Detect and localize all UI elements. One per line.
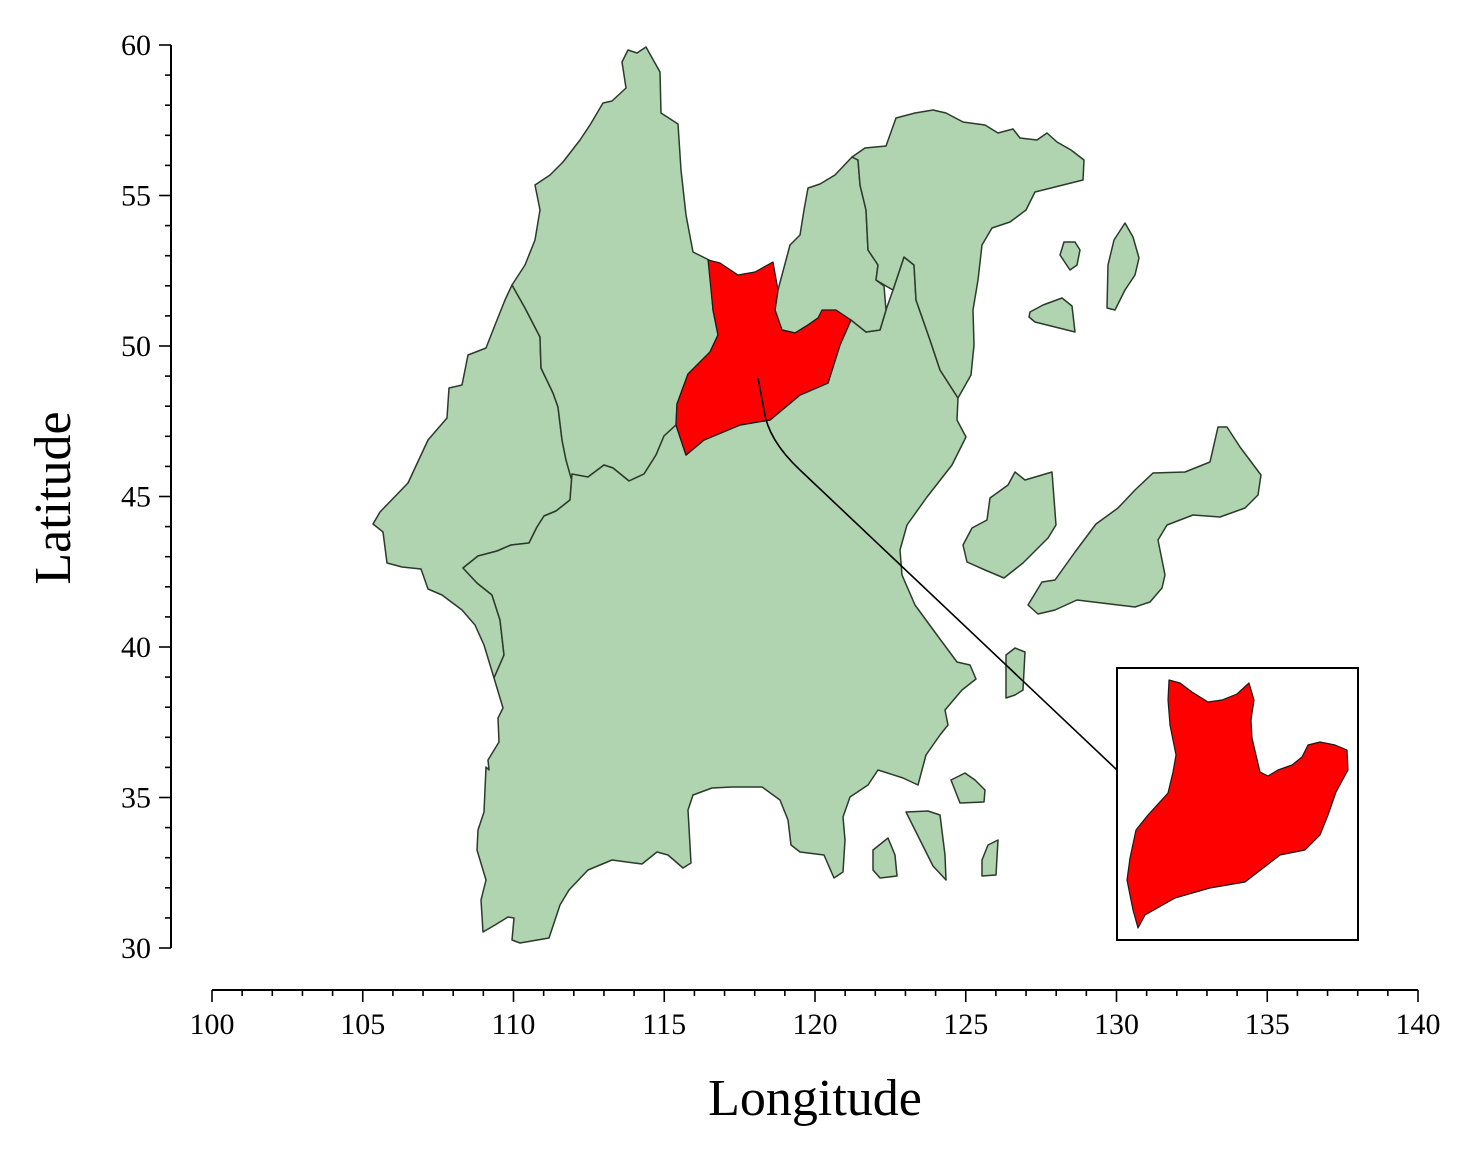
island — [1027, 426, 1262, 615]
x-tick-label: 110 — [492, 1008, 536, 1041]
y-tick-label: 55 — [121, 180, 151, 213]
island — [962, 471, 1057, 579]
island — [1106, 222, 1140, 311]
x-tick-label: 125 — [943, 1008, 988, 1041]
highlighted-region — [675, 259, 852, 456]
x-tick-label: 130 — [1094, 1008, 1139, 1041]
y-tick-label: 50 — [121, 330, 151, 363]
y-ticks: 30 35 40 45 50 55 60 — [121, 29, 171, 965]
inset-highlighted-region — [1126, 679, 1349, 929]
inset-leader-line — [757, 377, 1118, 771]
y-tick-label: 30 — [121, 932, 151, 965]
x-tick-label: 135 — [1245, 1008, 1290, 1041]
x-tick-label: 105 — [340, 1008, 385, 1041]
region-northeast — [851, 109, 1085, 399]
y-axis-title: Latitude — [25, 411, 82, 584]
x-ticks: 100 105 110 115 120 125 130 135 140 — [190, 990, 1441, 1041]
x-axis-title: Longitude — [708, 1070, 922, 1127]
y-tick-label: 60 — [121, 29, 151, 62]
x-tick-label: 140 — [1396, 1008, 1441, 1041]
island — [872, 837, 898, 879]
y-tick-label: 40 — [121, 631, 151, 664]
island — [1059, 241, 1081, 271]
island — [981, 839, 999, 877]
x-tick-label: 115 — [642, 1008, 686, 1041]
map-islands — [872, 222, 1262, 881]
x-axis: 100 105 110 115 120 125 130 135 140 — [190, 989, 1441, 1041]
x-tick-label: 120 — [793, 1008, 838, 1041]
y-axis: 30 35 40 45 50 55 60 — [121, 29, 172, 965]
map-regions — [372, 46, 1085, 944]
x-tick-label: 100 — [190, 1008, 235, 1041]
island — [1028, 297, 1076, 333]
island — [950, 772, 986, 804]
y-tick-label: 45 — [121, 481, 151, 514]
y-tick-label: 35 — [121, 782, 151, 815]
island — [905, 810, 947, 881]
inset — [1116, 667, 1359, 941]
